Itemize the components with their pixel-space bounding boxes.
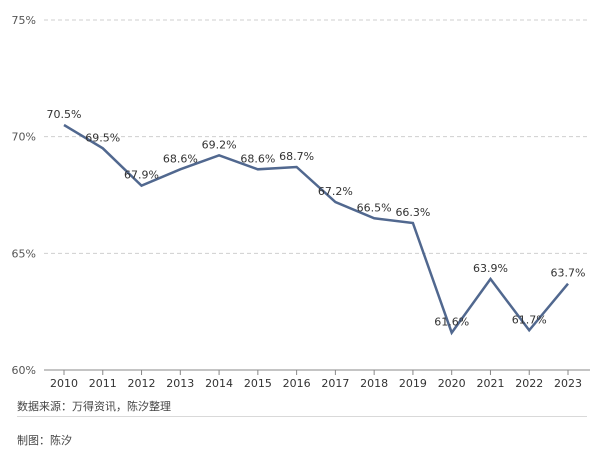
x-tick-label: 2011: [89, 377, 117, 390]
data-label: 67.9%: [124, 169, 159, 182]
data-label: 68.6%: [240, 152, 275, 165]
data-label: 70.5%: [47, 108, 82, 121]
x-tick-label: 2013: [166, 377, 194, 390]
x-tick-label: 2019: [399, 377, 427, 390]
x-tick-label: 2012: [128, 377, 156, 390]
footer-divider: [17, 416, 587, 417]
data-source-note: 数据来源：万得资讯，陈汐整理: [17, 400, 171, 413]
x-tick-label: 2014: [205, 377, 233, 390]
x-tick-label: 2021: [476, 377, 504, 390]
y-tick-label: 60%: [12, 364, 36, 377]
data-label: 63.9%: [473, 262, 508, 275]
data-label: 67.2%: [318, 185, 353, 198]
data-label: 61.6%: [434, 316, 469, 329]
data-label: 63.7%: [551, 267, 586, 280]
data-label: 68.6%: [163, 152, 198, 165]
x-tick-label: 2022: [515, 377, 543, 390]
data-label: 61.7%: [512, 313, 547, 326]
data-label: 69.5%: [85, 131, 120, 144]
data-label: 66.3%: [395, 206, 430, 219]
x-tick-label: 2020: [438, 377, 466, 390]
line-chart: 60% 65% 70% 75% 2010 2011 2012 2013 2014 2015 2016…: [12, 14, 590, 390]
data-label: 66.5%: [357, 201, 392, 214]
x-tick-label: 2018: [360, 377, 388, 390]
x-tick-label: 2015: [244, 377, 272, 390]
y-tick-label: 65%: [12, 247, 36, 260]
series-line: [63, 123, 569, 336]
data-label: 69.2%: [202, 138, 237, 151]
x-tick-label: 2010: [50, 377, 78, 390]
x-tick-label: 2017: [321, 377, 349, 390]
y-tick-label: 75%: [12, 14, 36, 27]
x-tick-label: 2023: [554, 377, 582, 390]
y-tick-label: 70%: [12, 131, 36, 144]
chart-maker-note: 制图：陈汐: [17, 434, 72, 447]
data-label: 68.7%: [279, 150, 314, 163]
x-tick-label: 2016: [283, 377, 311, 390]
